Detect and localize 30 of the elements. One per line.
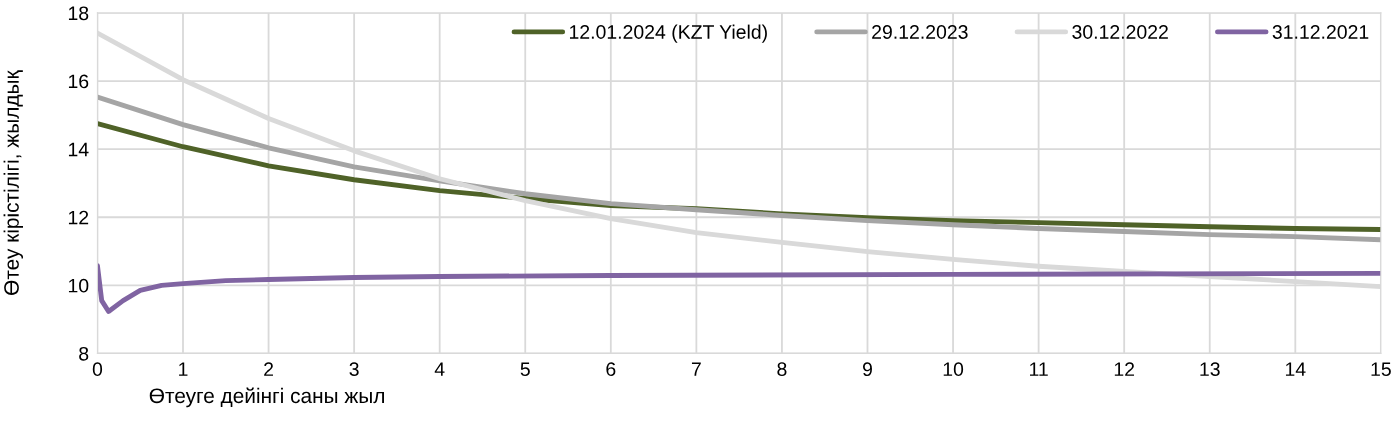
x-tick-label: 8 bbox=[777, 362, 787, 377]
y-tick-label: 10 bbox=[68, 278, 89, 293]
x-tick-label: 1 bbox=[179, 362, 188, 376]
x-axis-title: Өтеуге дейінгі саны жыл bbox=[149, 387, 384, 408]
legend-label: 31.12.2021 bbox=[1272, 25, 1369, 39]
legend-label: 29.12.2023 bbox=[872, 25, 968, 39]
y-tick-label: 18 bbox=[68, 6, 89, 21]
x-tick-label: 2 bbox=[264, 362, 273, 376]
x-tick-label: 7 bbox=[691, 362, 701, 376]
x-tick-label: 9 bbox=[863, 362, 872, 377]
x-tick-label: 5 bbox=[520, 362, 530, 377]
x-tick-label: 11 bbox=[1030, 362, 1048, 376]
x-tick-label: 4 bbox=[434, 362, 445, 376]
x-tick-label: 14 bbox=[1285, 362, 1306, 376]
x-tick-label: 15 bbox=[1371, 362, 1391, 377]
x-tick-label: 3 bbox=[349, 362, 359, 377]
y-tick-label: 8 bbox=[79, 346, 89, 361]
legend-label: 12.01.2024 (KZT Yield) bbox=[569, 24, 767, 43]
y-tick-label: 14 bbox=[68, 142, 89, 157]
y-tick-label: 12 bbox=[68, 210, 89, 225]
legend-label: 30.12.2022 bbox=[1072, 25, 1168, 39]
x-tick-label: 12 bbox=[1114, 362, 1135, 376]
x-tick-label: 6 bbox=[606, 362, 616, 377]
line-series bbox=[97, 263, 1381, 314]
x-tick-label: 10 bbox=[943, 362, 964, 377]
line-series bbox=[97, 94, 1381, 243]
y-axis-title: Өтеу кірістілігі, жылдық bbox=[3, 70, 23, 295]
y-tick-label: 16 bbox=[68, 74, 89, 89]
x-tick-label: 13 bbox=[1200, 362, 1220, 377]
x-tick-label: 0 bbox=[92, 362, 103, 377]
